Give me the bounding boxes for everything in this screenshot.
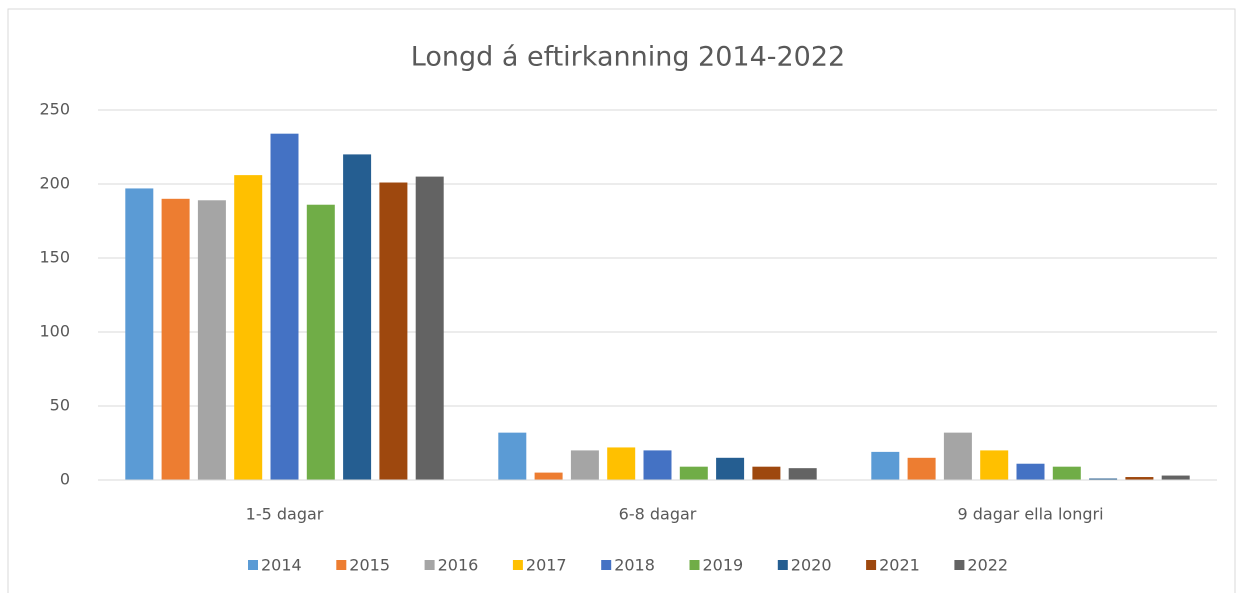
bar: [415, 176, 444, 480]
x-tick-label: 1-5 dagar: [246, 505, 324, 524]
bar: [1016, 463, 1045, 480]
bar: [980, 450, 1009, 480]
legend-swatch: [954, 560, 965, 570]
bar: [1089, 478, 1118, 480]
legend-swatch: [424, 560, 435, 570]
bar: [1125, 477, 1154, 480]
bar: [871, 451, 900, 480]
legend-label: 2014: [261, 556, 302, 575]
legend-swatch: [248, 560, 258, 570]
legend-label: 2018: [614, 556, 655, 575]
bar: [752, 466, 781, 480]
bar: [1052, 466, 1081, 480]
y-tick-label: 100: [39, 322, 70, 341]
bar: [607, 447, 636, 480]
legend-swatch: [512, 560, 523, 570]
bar: [161, 198, 190, 481]
y-tick-label: 250: [39, 100, 70, 119]
legend-label: 2022: [967, 556, 1008, 575]
bar: [570, 450, 599, 480]
legend-label: 2017: [526, 556, 567, 575]
x-tick-label: 6-8 dagar: [619, 505, 697, 524]
bar: [379, 182, 408, 480]
legend-label: 2015: [349, 556, 390, 575]
legend-label: 2019: [703, 556, 744, 575]
y-tick-label: 150: [39, 248, 70, 267]
bar: [1161, 475, 1190, 480]
bar: [197, 200, 226, 480]
legend-swatch: [601, 560, 612, 570]
bar: [125, 188, 154, 480]
bar: [306, 204, 335, 480]
bar: [679, 466, 708, 480]
bar: [498, 432, 527, 480]
bar: [943, 432, 972, 480]
y-tick-label: 50: [50, 396, 70, 415]
bar: [534, 472, 563, 480]
legend-swatch: [336, 560, 347, 570]
bar: [716, 457, 745, 480]
legend-label: 2016: [438, 556, 479, 575]
bar: [643, 450, 672, 480]
y-tick-label: 200: [39, 174, 70, 193]
legend-swatch: [777, 560, 788, 570]
bar: [234, 175, 263, 480]
legend-swatch: [866, 560, 877, 570]
y-tick-label: 0: [60, 470, 70, 489]
x-tick-label: 9 dagar ella longri: [957, 505, 1103, 524]
legend-label: 2021: [879, 556, 920, 575]
bar: [907, 457, 936, 480]
bar: [270, 133, 299, 480]
legend-swatch: [689, 560, 700, 570]
chart-title: Longd á eftirkanning 2014-2022: [411, 42, 845, 73]
legend-label: 2020: [791, 556, 832, 575]
bar: [788, 468, 817, 480]
bar: [343, 154, 372, 480]
